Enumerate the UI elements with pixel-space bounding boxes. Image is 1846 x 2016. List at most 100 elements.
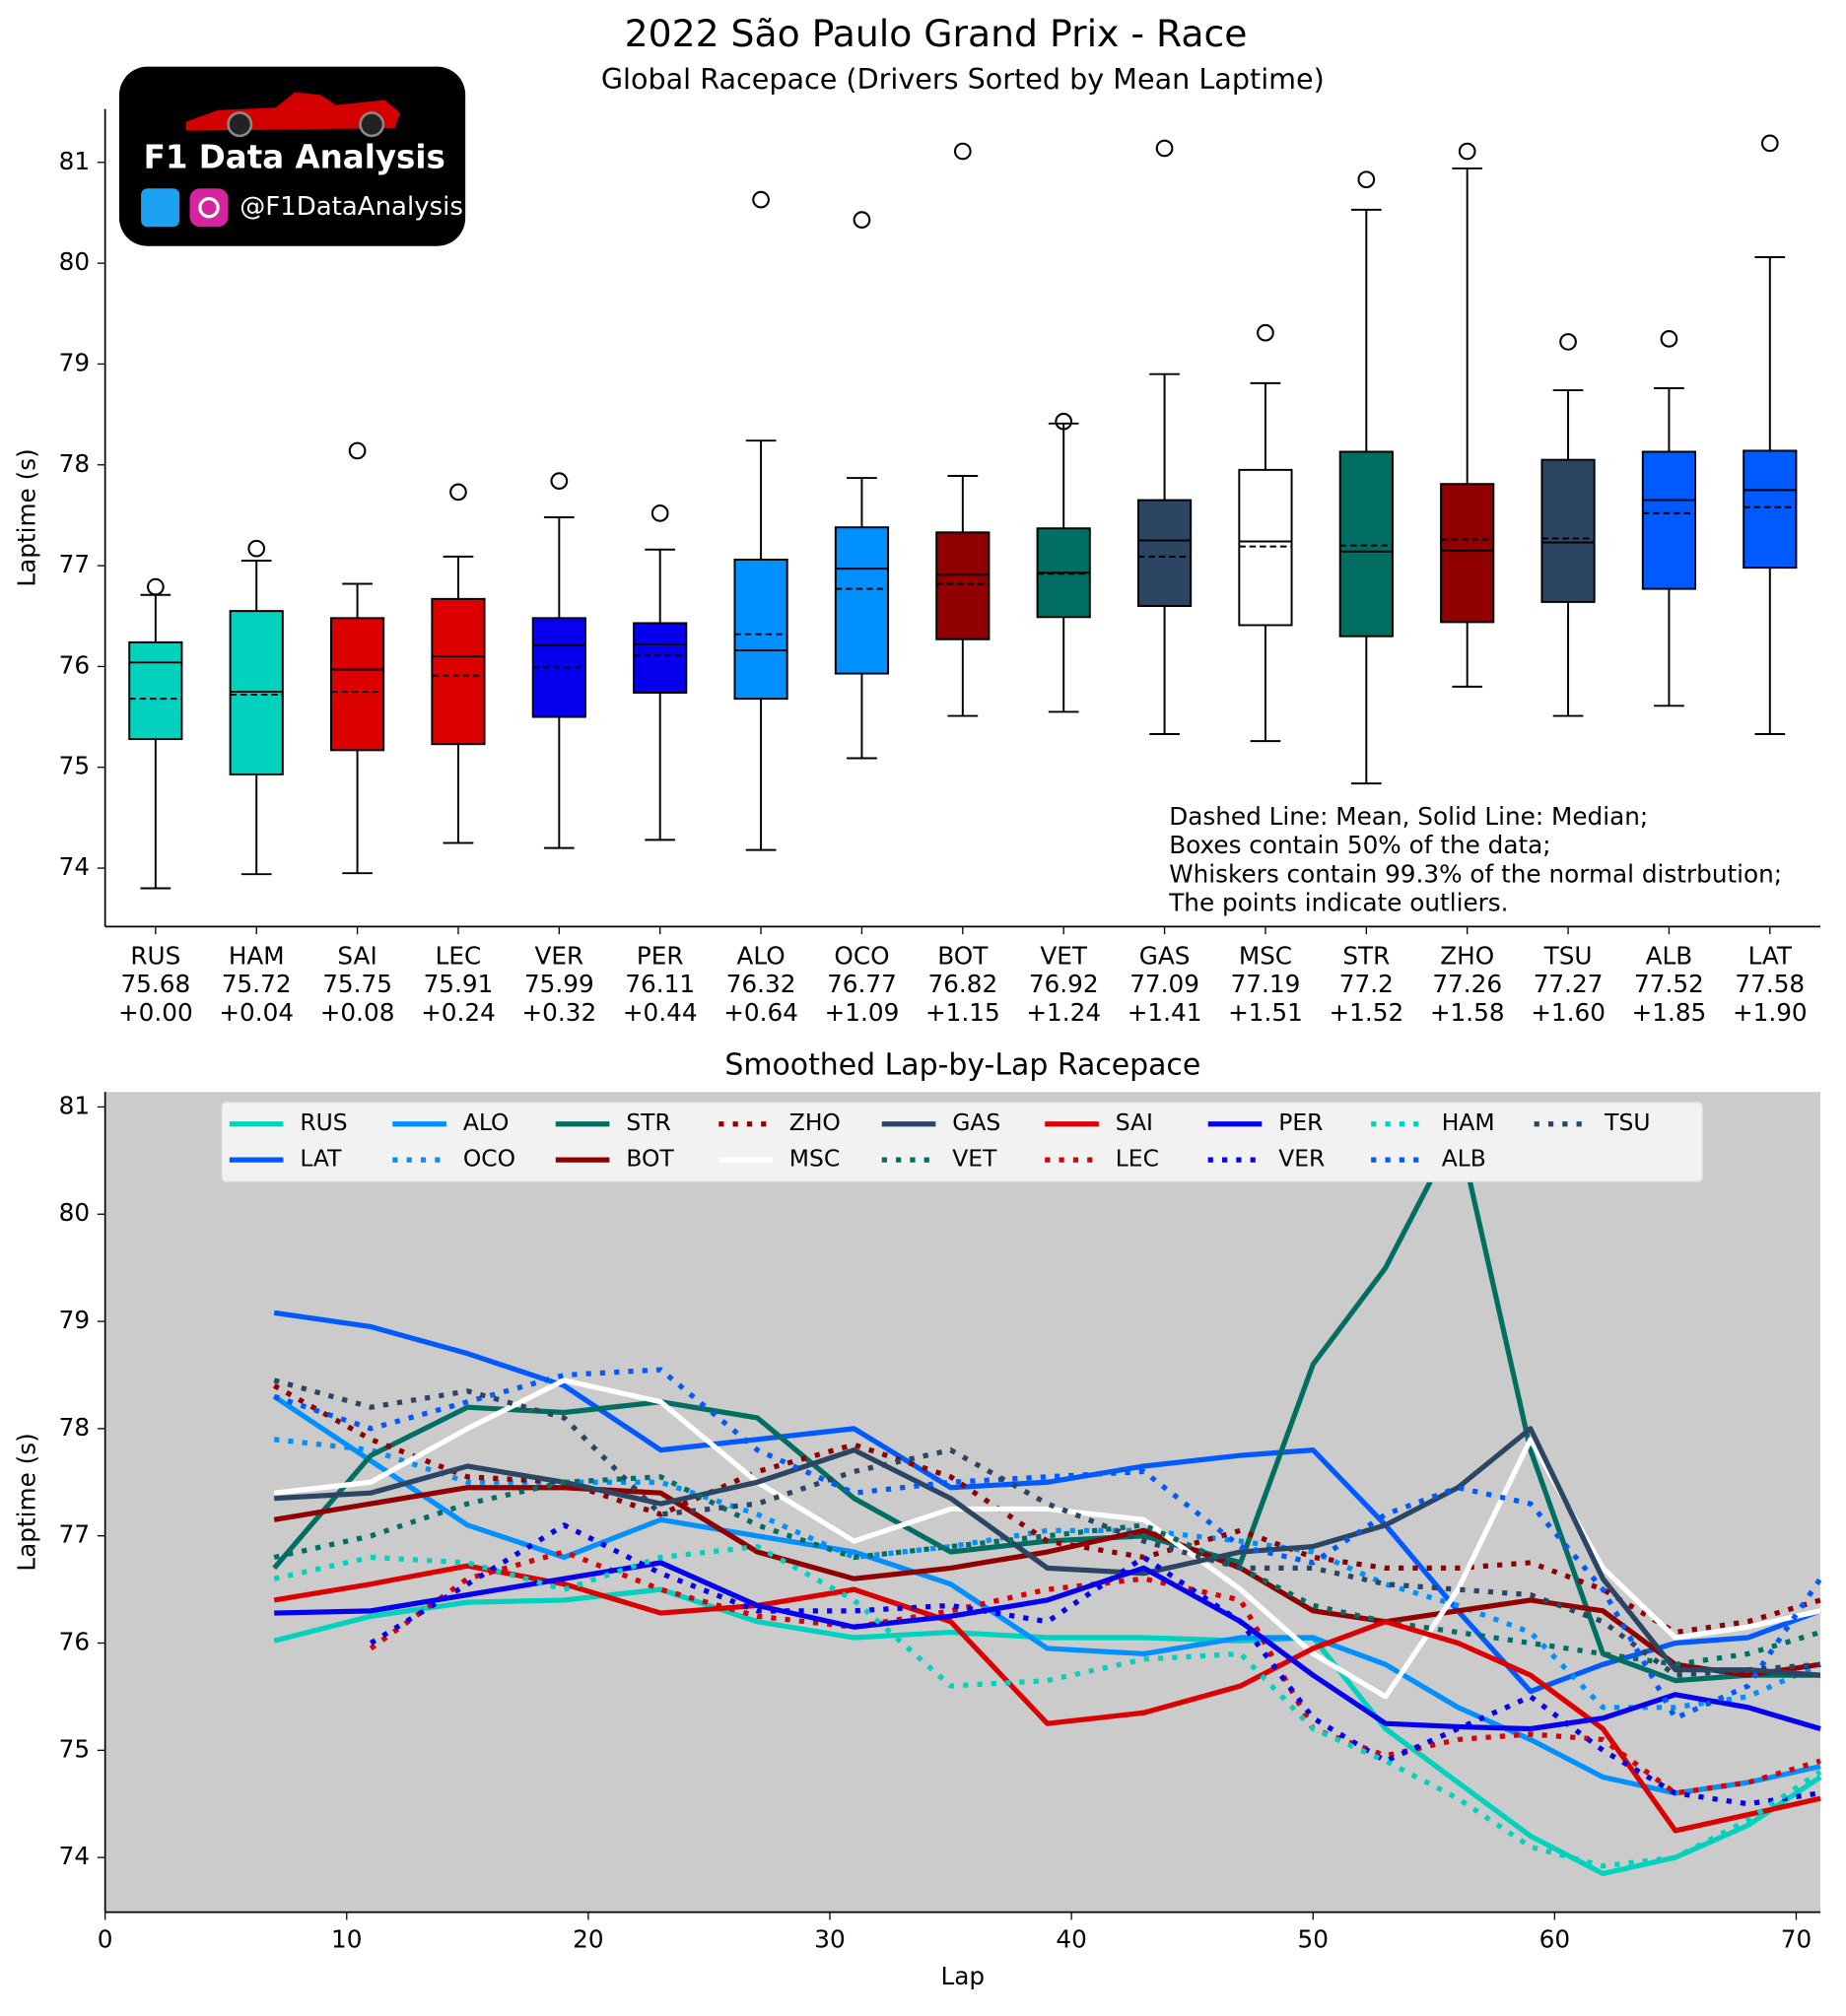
outlier	[650, 504, 669, 522]
legend-label: GAS	[952, 1109, 1000, 1136]
y-tick-label: 76	[59, 1628, 90, 1656]
legend-label: OCO	[463, 1145, 515, 1173]
series-line	[273, 1378, 1821, 1678]
x-tick-label: ZHO	[1440, 942, 1494, 971]
box	[834, 526, 890, 675]
outlier	[752, 190, 770, 209]
annotation: Boxes contain 50% of the data;	[1169, 831, 1550, 859]
y-tick-label: 80	[59, 1198, 90, 1227]
legend-label: LAT	[300, 1145, 342, 1173]
delta-label: +1.85	[1632, 998, 1707, 1027]
delta-label: +1.60	[1531, 998, 1606, 1027]
series-line	[273, 1586, 1822, 1877]
y-tick-label: 77	[59, 1520, 90, 1549]
box	[1136, 499, 1193, 607]
delta-label: +0.44	[623, 998, 698, 1027]
x-tick-label: VER	[534, 942, 583, 971]
box	[329, 617, 385, 752]
mean-label: 77.52	[1634, 970, 1704, 998]
series-line	[273, 1485, 1821, 1678]
outlier	[1055, 412, 1073, 431]
logo-wheel	[227, 111, 253, 138]
legend-label: STR	[626, 1109, 670, 1136]
x-tick-label: ALB	[1646, 942, 1693, 971]
x-tick-label: 20	[573, 1924, 603, 1953]
x-tick-label: MSC	[1239, 942, 1292, 971]
series-line	[272, 1125, 1820, 1684]
y-tick-label: 81	[59, 1091, 90, 1119]
x-tick-label: VET	[1040, 942, 1088, 971]
mean-label: 75.72	[222, 970, 292, 998]
instagram-icon	[189, 188, 229, 228]
twitter-icon	[141, 188, 180, 228]
y-tick-label: 76	[59, 650, 90, 679]
x-tick-label: BOT	[937, 942, 989, 971]
y-tick-label: 79	[59, 1306, 90, 1334]
box	[935, 531, 991, 640]
box	[229, 610, 284, 775]
legend-label: LEC	[1116, 1145, 1159, 1173]
legend-label: TSU	[1604, 1109, 1650, 1136]
box	[1540, 458, 1596, 603]
series-line	[273, 1310, 1821, 1695]
legend-label: ALB	[1442, 1145, 1486, 1173]
logo-title: F1 Data Analysis	[144, 138, 445, 175]
mean-label: 76.82	[927, 970, 997, 998]
x-tick-label: 40	[1056, 1924, 1086, 1953]
legend-label: SAI	[1116, 1109, 1153, 1136]
x-tick-label: GAS	[1139, 942, 1191, 971]
legend-label: ALO	[463, 1109, 510, 1136]
logo-handle: @F1DataAnalysis	[239, 192, 463, 222]
chart-subtitle: Global Racepace (Drivers Sorted by Mean …	[601, 62, 1325, 96]
outlier	[953, 142, 972, 161]
box	[1338, 450, 1394, 638]
delta-label: +1.09	[825, 998, 900, 1027]
box	[1440, 483, 1495, 624]
series-line	[274, 1560, 1821, 1732]
box	[733, 558, 788, 701]
delta-label: +1.52	[1329, 998, 1403, 1027]
y-tick-label: 78	[59, 1413, 90, 1442]
delta-label: +0.32	[521, 998, 596, 1027]
y-tick-label: 77	[59, 550, 90, 578]
x-tick-label: PER	[637, 942, 684, 971]
mean-label: 75.91	[424, 970, 494, 998]
delta-label: +0.00	[118, 998, 193, 1027]
delta-label: +1.90	[1733, 998, 1808, 1027]
legend-label: VET	[952, 1145, 997, 1173]
x-axis-label: Lap	[941, 1962, 986, 1990]
series-line	[273, 1543, 1822, 1869]
mean-label: 75.99	[524, 970, 594, 998]
x-tick-label: 30	[814, 1924, 845, 1953]
outlier	[449, 483, 467, 502]
x-tick-label: STR	[1342, 942, 1390, 971]
mean-label: 75.75	[322, 970, 392, 998]
chart-title: 2022 São Paulo Grand Prix - Race	[625, 12, 1248, 55]
x-tick-label: 50	[1298, 1924, 1329, 1953]
legend-label: BOT	[626, 1145, 674, 1173]
box	[1743, 449, 1798, 570]
mean-label: 77.2	[1339, 970, 1394, 998]
outlier	[247, 539, 266, 558]
outlier	[1660, 330, 1678, 348]
outlier	[1257, 323, 1274, 342]
series-line	[272, 1394, 1821, 1796]
x-tick-label: 60	[1539, 1924, 1570, 1953]
y-axis-label: Laptime (s)	[13, 448, 41, 586]
mean-label: 77.26	[1432, 970, 1502, 998]
mean-label: 77.19	[1231, 970, 1301, 998]
outlier	[550, 472, 569, 490]
series-line	[273, 1367, 1823, 1721]
annotation: The points indicate outliers.	[1168, 889, 1508, 917]
legend-label: ZHO	[789, 1109, 841, 1136]
y-tick-label: 75	[59, 1734, 90, 1763]
instagram-lens	[198, 196, 220, 219]
x-tick-label: LEC	[436, 942, 482, 971]
x-tick-label: RUS	[130, 942, 180, 971]
y-tick-label: 78	[59, 449, 90, 478]
x-tick-label: 10	[331, 1924, 362, 1953]
y-tick-label: 79	[59, 348, 90, 376]
series-line	[273, 1563, 1821, 1834]
outlier	[1559, 333, 1577, 351]
